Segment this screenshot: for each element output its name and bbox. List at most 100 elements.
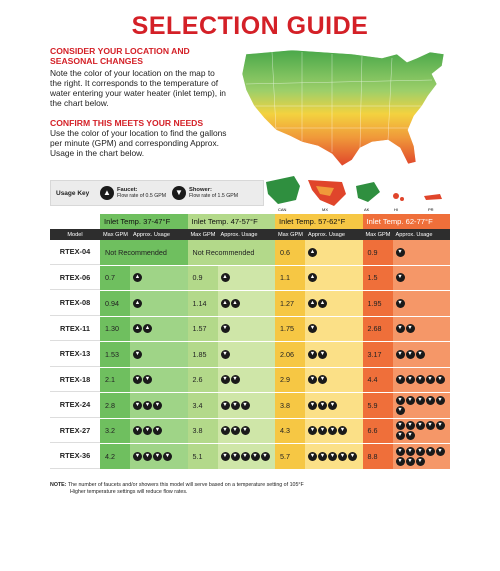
faucet-icon: ▲	[220, 273, 230, 283]
approx-usage: ▼ ▼ ▼	[217, 393, 275, 418]
max-gpm-value: 5.1	[187, 444, 218, 469]
max-gpm-value: 0.9	[187, 265, 218, 290]
column-header-gpm: Max GPM	[103, 231, 128, 238]
shower-icon: ▼	[405, 431, 415, 441]
approx-usage: ▼ ▼	[130, 367, 188, 392]
model-name: RTEX-04	[50, 240, 100, 265]
section-heading-confirm: CONFIRM THIS MEETS YOUR NEEDS	[50, 118, 204, 128]
approx-usage: ▲ ▲	[305, 291, 363, 316]
max-gpm-value: 1.27	[275, 291, 305, 316]
shower-icon: ▼	[308, 324, 317, 334]
approx-usage: ▼ ▼ ▼ ▼	[305, 418, 363, 443]
model-name: RTEX-18	[50, 367, 100, 392]
shower-icon: ▼	[348, 451, 357, 461]
shower-icon: ▼	[395, 375, 405, 385]
table-row: RTEX-18 2.1 ▼ ▼ 2.6 ▼ ▼ 2.9 ▼ ▼ 4.4 ▼ ▼ ▼ ▼ ▼	[50, 367, 450, 393]
approx-usage: ▲ ▲	[130, 316, 188, 341]
shower-icon: ▼	[220, 400, 230, 410]
max-gpm-value: 1.5	[362, 265, 393, 290]
shower-icon: ▼	[338, 426, 347, 436]
model-name: RTEX-24	[50, 393, 100, 418]
shower-icon: ▼	[133, 400, 142, 410]
selection-table: Inlet Temp. 37-47°F Inlet Temp. 47-57°F In…	[50, 214, 450, 470]
approx-usage: ▼ ▼ ▼ ▼ ▼ ▼ ▼	[392, 418, 450, 443]
shower-icon: ▼	[395, 456, 405, 466]
shower-icon: ▼	[395, 298, 405, 308]
faucet-icon: ▲	[308, 273, 317, 283]
approx-usage: ▼ ▼ ▼ ▼ ▼ ▼	[392, 393, 450, 418]
faucet-icon: ▲	[308, 247, 317, 257]
max-gpm-value: 5.7	[275, 444, 305, 469]
shower-icon: ▼	[395, 247, 405, 257]
approx-usage: ▼ ▼ ▼ ▼ ▼	[392, 367, 450, 392]
approx-usage: ▲	[130, 265, 188, 290]
shower-icon: ▼	[230, 375, 240, 385]
shower-icon: ▼	[318, 426, 327, 436]
shower-icon: ▼	[405, 375, 415, 385]
max-gpm-value: 0.9	[362, 240, 393, 265]
shower-icon: ▼	[405, 446, 415, 456]
shower-icon: ▼	[143, 451, 152, 461]
shower-icon: ▼	[230, 451, 240, 461]
shower-icon: ▼	[220, 349, 230, 359]
max-gpm-value: 0.6	[275, 240, 305, 265]
max-gpm-value: 2.1	[100, 367, 130, 392]
us-temperature-map	[232, 44, 462, 174]
max-gpm-value: 3.8	[275, 393, 305, 418]
shower-icon: ▼	[318, 349, 327, 359]
approx-usage: ▼ ▼ ▼	[392, 342, 450, 367]
approx-usage: ▼ ▼ ▼	[130, 393, 188, 418]
max-gpm-value: 2.06	[275, 342, 305, 367]
usage-key: Usage Key ▲ Faucet: Flow rate of 0.5 GPM …	[50, 180, 264, 206]
table-row: RTEX-06 0.7 ▲ 0.9 ▲ 1.1 ▲ 1.5 ▼	[50, 265, 450, 291]
max-gpm-value: 2.8	[100, 393, 130, 418]
shower-icon: ▼	[308, 400, 317, 410]
shower-icon: ▼	[405, 395, 415, 405]
faucet-icon: ▲	[133, 298, 142, 308]
approx-usage: ▼	[392, 240, 450, 265]
column-header-model: Model	[67, 231, 83, 238]
shower-icon: ▼	[240, 400, 250, 410]
approx-usage: ▲	[305, 265, 363, 290]
approx-usage: ▼ ▼	[217, 367, 275, 392]
page-title: SELECTION GUIDE	[131, 12, 369, 40]
approx-usage: ▲	[217, 265, 275, 290]
footnote: NOTE: The number of faucets and/or showe…	[50, 482, 450, 496]
shower-icon: ▼	[395, 431, 405, 441]
shower-icon: ▼	[425, 421, 435, 431]
shower-icon: ▼	[240, 426, 250, 436]
shower-icon: ▼	[395, 446, 405, 456]
shower-icon: ▼	[405, 349, 415, 359]
shower-icon: ▼	[133, 426, 142, 436]
approx-usage: ▼ ▼	[392, 316, 450, 341]
shower-icon: ▼	[153, 400, 162, 410]
approx-usage: ▼ ▼	[305, 342, 363, 367]
max-gpm-value: 0.94	[100, 291, 130, 316]
faucet-icon: ▲	[100, 186, 114, 200]
shower-icon: ▼	[415, 349, 425, 359]
max-gpm-value: 6.6	[362, 418, 393, 443]
shower-icon: ▼	[395, 405, 405, 415]
max-gpm-value: 1.57	[187, 316, 218, 341]
shower-icon: ▼	[415, 446, 425, 456]
shower-icon: ▼	[308, 451, 317, 461]
column-header-row: Model Max GPM Approx. Usage Max GPM Approx.…	[50, 229, 450, 240]
zone-header-row: Inlet Temp. 37-47°F Inlet Temp. 47-57°F In…	[50, 214, 450, 229]
approx-usage: ▼	[305, 316, 363, 341]
usage-key-faucet: ▲ Faucet: Flow rate of 0.5 GPM	[100, 186, 166, 200]
shower-icon: ▼	[395, 395, 405, 405]
max-gpm-value: 0.7	[100, 265, 130, 290]
max-gpm-value: 2.6	[187, 367, 218, 392]
max-gpm-value: 1.14	[187, 291, 218, 316]
usage-key-faucet-title: Faucet:	[117, 186, 138, 193]
max-gpm-value: 3.4	[187, 393, 218, 418]
model-name: RTEX-08	[50, 291, 100, 316]
shower-icon: ▼	[230, 400, 240, 410]
shower-icon: ▼	[328, 400, 337, 410]
model-name: RTEX-27	[50, 418, 100, 443]
shower-icon: ▼	[395, 273, 405, 283]
column-header-usage: Approx. Usage	[395, 231, 433, 238]
inset-label-mx: MX	[322, 207, 328, 212]
approx-usage: ▼ ▼ ▼ ▼ ▼	[305, 444, 363, 469]
shower-icon: ▼	[425, 375, 435, 385]
